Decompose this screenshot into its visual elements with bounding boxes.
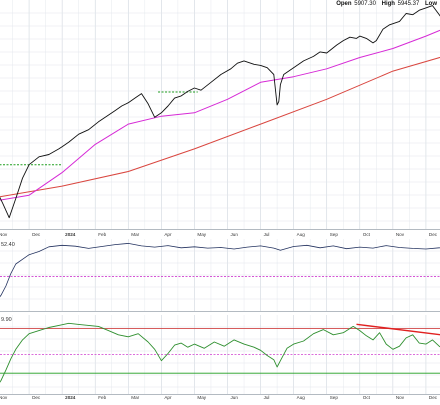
x-tick-label-bottom: Dec xyxy=(429,395,438,400)
x-tick-label-top: Dec xyxy=(429,232,438,237)
x-tick-label-bottom: Aug xyxy=(297,395,306,400)
x-tick-label-top: Nov xyxy=(0,232,8,237)
x-tick-label-top: Feb xyxy=(98,232,106,237)
x-tick-label-bottom: May xyxy=(197,395,206,400)
x-tick-label-top: Mar xyxy=(131,232,139,237)
x-tick-label-bottom: Feb xyxy=(98,395,106,400)
x-tick-label-bottom: 2024 xyxy=(65,395,76,400)
x-tick-label-top: Dec xyxy=(32,232,41,237)
x-tick-label-bottom: Nov xyxy=(0,395,8,400)
momentum-line xyxy=(0,322,440,383)
x-tick-label-bottom: Sep xyxy=(330,395,339,400)
x-tick-label-top: Nov xyxy=(396,232,405,237)
x-tick-label-top: 2024 xyxy=(65,232,76,237)
x-tick-label-top: Jun xyxy=(231,232,239,237)
x-tick-label-bottom: Mar xyxy=(131,395,139,400)
open-label: Open xyxy=(336,1,352,7)
x-tick-label-top: Aug xyxy=(297,232,306,237)
x-tick-label-bottom: Apr xyxy=(164,395,172,400)
low-label: Low xyxy=(425,1,437,7)
x-tick-label-bottom: Jun xyxy=(231,395,239,400)
x-tick-label-top: May xyxy=(197,232,206,237)
moving-average-slow-line xyxy=(0,56,440,198)
x-tick-label-top: Apr xyxy=(164,232,172,237)
high-value: 5945.37 xyxy=(397,1,420,7)
x-tick-label-bottom: Oct xyxy=(363,395,371,400)
indicator-line xyxy=(0,242,440,298)
x-tick-label-bottom: Jul xyxy=(264,395,270,400)
open-value: 5907.30 xyxy=(354,1,376,7)
moving-average-fast-line xyxy=(0,29,440,201)
x-tick-label-bottom: Nov xyxy=(396,395,405,400)
momentum-value-label: 9.90 xyxy=(1,317,12,323)
ohlc-readout: Open 5907.30 High 5945.37 Low xyxy=(336,1,438,7)
divergence-trendline xyxy=(356,323,440,336)
high-label: High xyxy=(381,1,395,7)
indicator-value-label: 52.40 xyxy=(1,242,15,248)
x-tick-label-bottom: Dec xyxy=(32,395,41,400)
price-line xyxy=(0,5,440,219)
x-tick-label-top: Sep xyxy=(330,232,339,237)
x-tick-label-top: Jul xyxy=(264,232,270,237)
x-tick-label-top: Oct xyxy=(363,232,371,237)
